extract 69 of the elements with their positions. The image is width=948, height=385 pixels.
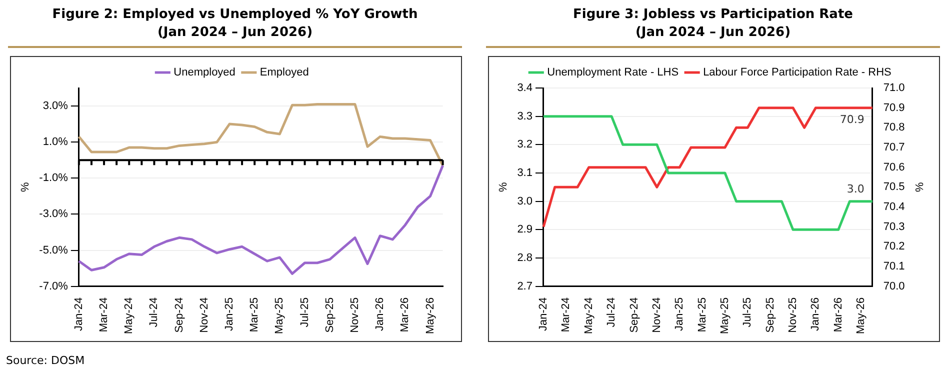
chart-title: Figure 2: Employed vs Unemployed % YoY Growth — [51, 6, 419, 24]
y-tick-label: 2.8 — [517, 252, 532, 264]
data-label: 3.0 — [846, 182, 864, 196]
x-tick-label: Jul-24 — [148, 297, 160, 328]
x-tick-label: Sep-24 — [628, 297, 640, 333]
legend-label: Unemployment Rate - LHS — [547, 66, 679, 79]
x-tick-label: Mar-25 — [248, 297, 261, 332]
y2-tick-label: 70.1 — [883, 260, 905, 273]
y-tick-label: -3.0% — [39, 208, 68, 220]
x-tick-label: May-25 — [274, 297, 286, 334]
x-tick-label: Jul-24 — [606, 297, 618, 328]
x-tick-label: Jan-26 — [810, 297, 822, 331]
y-tick-label: 3.2 — [517, 138, 532, 151]
x-tick-label: May-25 — [718, 297, 731, 334]
x-tick-label: Jan-25 — [224, 297, 236, 331]
y2-tick-label: 70.2 — [883, 240, 905, 253]
x-tick-label: May-26 — [424, 297, 436, 334]
chart-title: Figure 3: Jobless vs Participation Rate — [572, 6, 854, 24]
source-note: Source: DOSM — [6, 354, 85, 367]
y-tick-label: 2.7 — [517, 280, 532, 292]
y-tick-label: 3.3 — [517, 110, 532, 122]
x-tick-label: Jan-26 — [374, 297, 386, 331]
y-tick-label: 3.0 — [517, 195, 532, 208]
y-axis-title: % — [498, 182, 510, 192]
x-tick-label: Mar-24 — [98, 297, 110, 332]
y2-tick-label: 70.9 — [883, 102, 905, 114]
y2-tick-label: 71.0 — [883, 82, 905, 94]
y-tick-label: -1.0% — [39, 172, 68, 184]
x-tick-label: Mar-24 — [560, 297, 572, 332]
x-tick-label: Sep-24 — [173, 297, 186, 333]
y2-tick-label: 70.6 — [883, 161, 905, 174]
y2-tick-label: 70.8 — [883, 122, 905, 134]
x-tick-label: Sep-25 — [764, 297, 776, 333]
y-tick-label: 2.9 — [517, 224, 532, 236]
x-tick-label: May-24 — [582, 297, 595, 334]
x-tick-label: Sep-25 — [324, 297, 336, 333]
data-label: 70.9 — [840, 113, 864, 126]
y-tick-label: 1.0% — [42, 136, 68, 148]
x-tick-label: Nov-24 — [198, 297, 210, 333]
x-tick-label: Jan-24 — [72, 297, 85, 331]
x-tick-label: Jul-25 — [742, 297, 754, 328]
x-tick-label: Mar-25 — [696, 297, 708, 332]
x-tick-label: Mar-26 — [399, 297, 412, 332]
x-tick-label: Nov-25 — [787, 297, 800, 333]
x-tick-label: Jan-24 — [538, 297, 550, 331]
x-tick-label: Nov-24 — [650, 297, 663, 333]
y2-tick-label: 70.0 — [883, 280, 905, 292]
y-tick-label: 3.1 — [517, 167, 532, 180]
legend-label: Labour Force Participation Rate - RHS — [703, 66, 892, 79]
x-tick-label: May-24 — [123, 297, 136, 334]
y2-tick-label: 70.7 — [883, 142, 905, 154]
chart-subtitle: (Jan 2024 – Jun 2026) — [156, 24, 314, 42]
chart-subtitle: (Jan 2024 – Jun 2026) — [634, 24, 792, 42]
y2-tick-label: 70.5 — [883, 181, 905, 194]
y-axis-title: % — [20, 182, 32, 192]
legend-label: Employed — [260, 66, 309, 79]
legend-label: Unemployed — [174, 66, 236, 79]
y2-tick-label: 70.4 — [883, 201, 905, 214]
x-tick-label: Nov-25 — [349, 297, 361, 333]
y-tick-label: -5.0% — [39, 244, 68, 256]
x-tick-label: Mar-26 — [832, 297, 844, 332]
x-tick-label: May-26 — [855, 297, 868, 334]
y-tick-label: -7.0% — [39, 280, 68, 292]
y-tick-label: 3.0% — [42, 100, 68, 112]
x-tick-label: Jan-25 — [674, 297, 686, 331]
y2-axis-title: % — [912, 182, 924, 192]
x-tick-label: Jul-25 — [298, 297, 311, 328]
y2-tick-label: 70.3 — [883, 220, 905, 233]
y-tick-label: 3.4 — [517, 82, 532, 94]
